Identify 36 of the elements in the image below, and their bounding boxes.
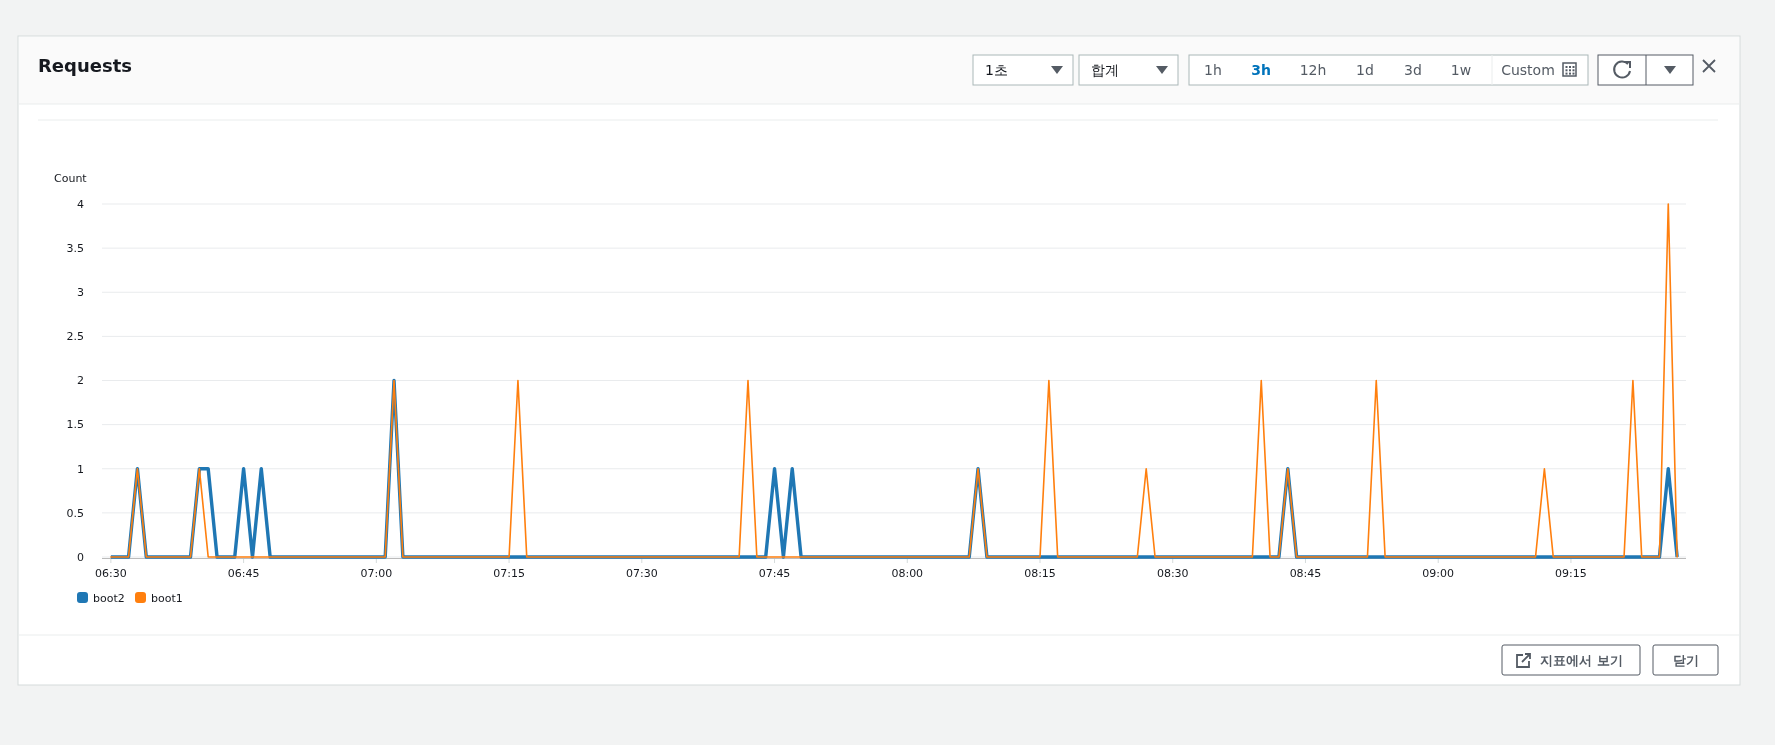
x-tick-label: 09:00 [1422, 567, 1455, 580]
text: 12h [1299, 62, 1327, 78]
y-tick-label: 0 [77, 550, 84, 564]
text: 3h [1251, 62, 1271, 78]
text: 1h [1204, 62, 1222, 78]
x-tick-label: 08:30 [1156, 567, 1189, 580]
x-tick-label: 08:45 [1289, 567, 1322, 580]
legend-label: boot2 [93, 592, 125, 605]
legend-label: boot1 [151, 592, 183, 605]
y-tick-label: 3.5 [66, 241, 84, 255]
x-tick-label: 07:45 [758, 567, 791, 580]
text: 닫기 [1672, 653, 1699, 668]
x-tick-label: 07:15 [493, 567, 525, 580]
x-tick-label: 06:30 [95, 567, 127, 580]
text: Custom [1501, 62, 1555, 78]
x-tick-label: 07:30 [625, 567, 658, 580]
y-tick-label: 1.5 [66, 418, 84, 432]
y-tick-label: 1 [77, 462, 84, 476]
chart-title: Requests [38, 55, 133, 76]
y-tick-label: 2.5 [66, 330, 84, 344]
text: 1d [1356, 62, 1374, 78]
y-axis-title: Count [54, 172, 88, 185]
text: 1초 [985, 62, 1008, 78]
text: 1w [1450, 62, 1472, 78]
y-tick-label: 4 [77, 197, 84, 211]
text: 3d [1404, 62, 1422, 78]
y-tick-label: 0.5 [66, 506, 84, 520]
x-tick-label: 09:15 [1555, 567, 1587, 580]
x-tick-label: 07:00 [360, 567, 393, 580]
x-tick-label: 08:00 [891, 567, 924, 580]
text: 합계 [1091, 62, 1119, 78]
text: 지표에서 보기 [1540, 653, 1623, 668]
y-tick-label: 2 [77, 374, 84, 388]
x-tick-label: 08:15 [1024, 567, 1056, 580]
y-tick-label: 3 [77, 286, 84, 300]
x-tick-label: 06:45 [227, 567, 260, 580]
